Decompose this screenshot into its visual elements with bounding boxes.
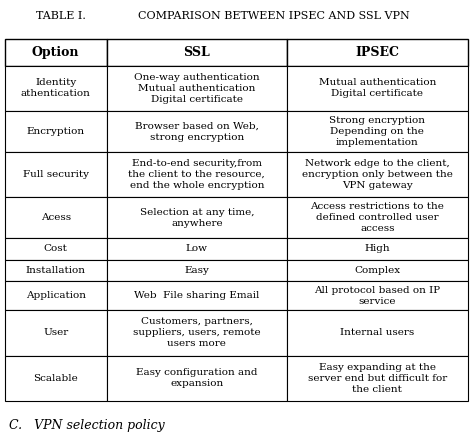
FancyBboxPatch shape xyxy=(107,198,287,238)
Text: SSL: SSL xyxy=(183,46,210,59)
FancyBboxPatch shape xyxy=(107,281,287,310)
Text: Application: Application xyxy=(26,291,86,300)
FancyBboxPatch shape xyxy=(287,356,468,401)
FancyBboxPatch shape xyxy=(5,39,107,65)
Text: Option: Option xyxy=(32,46,80,59)
Text: All protocol based on IP
service: All protocol based on IP service xyxy=(314,286,440,306)
Text: High: High xyxy=(365,245,390,253)
Text: Complex: Complex xyxy=(355,266,401,275)
FancyBboxPatch shape xyxy=(287,111,468,152)
Text: Installation: Installation xyxy=(26,266,86,275)
Text: Mutual authentication
Digital certificate: Mutual authentication Digital certificat… xyxy=(319,78,436,99)
FancyBboxPatch shape xyxy=(287,310,468,356)
Text: Selection at any time,
anywhere: Selection at any time, anywhere xyxy=(140,208,254,228)
Text: Web  File sharing Email: Web File sharing Email xyxy=(134,291,260,300)
FancyBboxPatch shape xyxy=(5,198,107,238)
FancyBboxPatch shape xyxy=(287,281,468,310)
Text: Internal users: Internal users xyxy=(340,328,415,337)
Text: Easy: Easy xyxy=(184,266,210,275)
Text: COMPARISON BETWEEN IPSEC AND SSL VPN: COMPARISON BETWEEN IPSEC AND SSL VPN xyxy=(138,11,410,21)
FancyBboxPatch shape xyxy=(287,152,468,198)
FancyBboxPatch shape xyxy=(287,198,468,238)
Text: Cost: Cost xyxy=(44,245,68,253)
Text: Identity
athentication: Identity athentication xyxy=(21,78,91,99)
FancyBboxPatch shape xyxy=(107,310,287,356)
FancyBboxPatch shape xyxy=(5,281,107,310)
FancyBboxPatch shape xyxy=(287,39,468,65)
Text: Encryption: Encryption xyxy=(27,127,85,136)
FancyBboxPatch shape xyxy=(287,260,468,281)
FancyBboxPatch shape xyxy=(5,152,107,198)
Text: Easy expanding at the
server end but difficult for
the client: Easy expanding at the server end but dif… xyxy=(308,363,447,394)
Text: Acess: Acess xyxy=(41,213,71,222)
Text: IPSEC: IPSEC xyxy=(356,46,400,59)
FancyBboxPatch shape xyxy=(5,260,107,281)
Text: Easy configuration and
expansion: Easy configuration and expansion xyxy=(136,368,257,388)
Text: Network edge to the client,
encryption only between the
VPN gateway: Network edge to the client, encryption o… xyxy=(302,159,453,190)
FancyBboxPatch shape xyxy=(5,65,107,111)
FancyBboxPatch shape xyxy=(5,356,107,401)
FancyBboxPatch shape xyxy=(5,310,107,356)
Text: Low: Low xyxy=(186,245,208,253)
Text: End-to-end security,from
the client to the resource,
end the whole encryption: End-to-end security,from the client to t… xyxy=(128,159,265,190)
Text: TABLE I.: TABLE I. xyxy=(36,11,86,21)
Text: Strong encryption
Depending on the
implementation: Strong encryption Depending on the imple… xyxy=(329,116,426,147)
Text: Full security: Full security xyxy=(23,170,89,179)
FancyBboxPatch shape xyxy=(107,111,287,152)
FancyBboxPatch shape xyxy=(107,65,287,111)
Text: Access restrictions to the
defined controlled user
access: Access restrictions to the defined contr… xyxy=(310,202,444,233)
Text: C.   VPN selection policy: C. VPN selection policy xyxy=(9,419,165,432)
FancyBboxPatch shape xyxy=(107,152,287,198)
Text: Scalable: Scalable xyxy=(33,374,78,383)
Text: User: User xyxy=(43,328,68,337)
FancyBboxPatch shape xyxy=(107,238,287,260)
FancyBboxPatch shape xyxy=(107,356,287,401)
Text: One-way authentication
Mutual authentication
Digital certificate: One-way authentication Mutual authentica… xyxy=(134,73,260,104)
FancyBboxPatch shape xyxy=(5,111,107,152)
FancyBboxPatch shape xyxy=(107,39,287,65)
Text: Browser based on Web,
strong encryption: Browser based on Web, strong encryption xyxy=(135,122,259,142)
FancyBboxPatch shape xyxy=(287,65,468,111)
FancyBboxPatch shape xyxy=(107,260,287,281)
FancyBboxPatch shape xyxy=(5,238,107,260)
Text: Customers, partners,
suppliers, users, remote
users more: Customers, partners, suppliers, users, r… xyxy=(133,317,261,348)
FancyBboxPatch shape xyxy=(287,238,468,260)
